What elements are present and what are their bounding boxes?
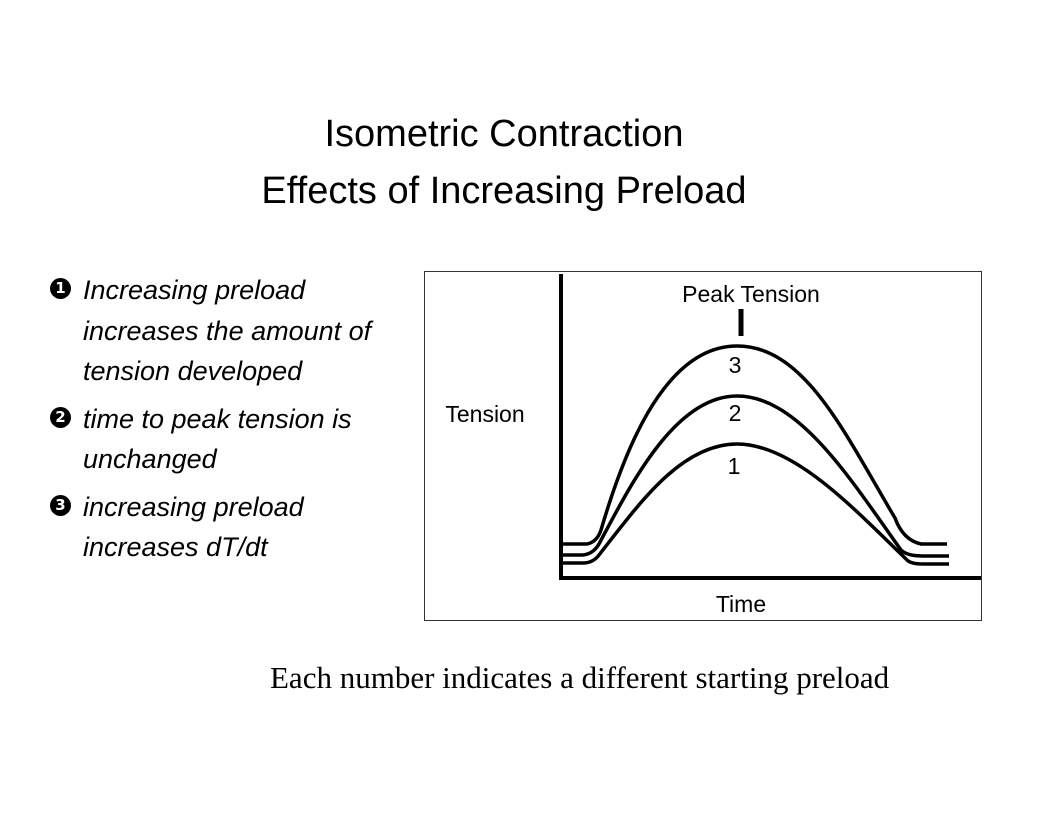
bullet-text: unchanged [83, 444, 217, 474]
y-axis-label: Tension [445, 401, 524, 427]
bullet-text: increasing preload [83, 491, 304, 522]
bullet-item-3: 3 increasing preload increases dT/dt [50, 487, 420, 568]
tension-diagram: Peak Tension Tension Time 3 2 1 [424, 271, 982, 621]
title-line-1: Isometric Contraction [324, 113, 684, 155]
bullet-number-icon: 2 [50, 406, 71, 428]
bullet-number-icon: 3 [50, 494, 71, 516]
bullet-text: time to peak tension is [83, 403, 352, 434]
slide-title: Isometric Contraction Effects of Increas… [0, 106, 1008, 220]
bullet-text: Increasing preload [83, 275, 306, 305]
tension-diagram-svg: Peak Tension Tension Time 3 2 1 [445, 274, 981, 617]
tension-curve-2 [563, 394, 949, 558]
bullet-number-icon: 1 [50, 278, 71, 299]
curve-label-2: 2 [729, 400, 742, 426]
tension-curve-3 [563, 344, 947, 546]
bullet-list: 1 Increasing preload increases the amoun… [50, 270, 420, 575]
curve-label-1: 1 [728, 453, 741, 479]
peak-tension-label: Peak Tension [682, 281, 820, 307]
bullet-text: increases the amount of [83, 315, 372, 346]
bullet-item-1: 1 Increasing preload increases the amoun… [50, 270, 420, 392]
figure-caption: Each number indicates a different starti… [270, 660, 890, 695]
bullet-item-2: 2 time to peak tension is unchanged [50, 399, 420, 480]
title-line-2: Effects of Increasing Preload [261, 170, 747, 212]
bullet-text: tension developed [83, 356, 303, 386]
x-axis-label: Time [716, 591, 766, 617]
bullet-text: increases dT/dt [83, 532, 268, 562]
tension-curve-1 [563, 442, 949, 566]
curve-label-3: 3 [729, 352, 742, 378]
